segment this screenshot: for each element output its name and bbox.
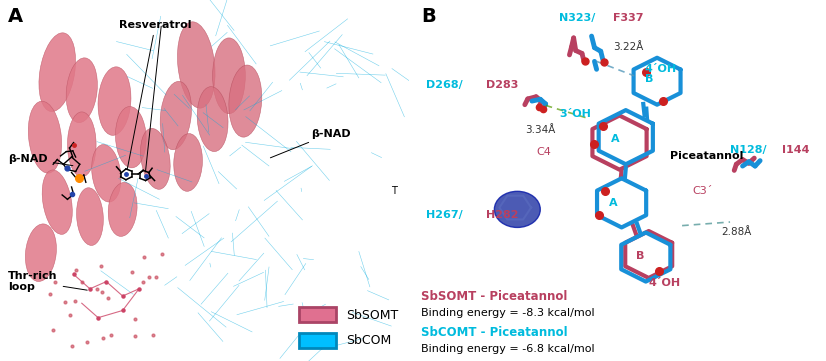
Text: SbSOMT - Piceatannol: SbSOMT - Piceatannol xyxy=(421,290,567,303)
Text: A: A xyxy=(611,134,620,144)
Text: A: A xyxy=(609,198,618,208)
Ellipse shape xyxy=(66,58,97,123)
Text: 3´OH: 3´OH xyxy=(559,109,591,119)
Ellipse shape xyxy=(229,65,262,137)
Text: N128/: N128/ xyxy=(730,145,767,155)
Ellipse shape xyxy=(28,101,62,173)
Ellipse shape xyxy=(42,170,73,234)
Text: Thr-rich
loop: Thr-rich loop xyxy=(8,271,88,292)
Text: B: B xyxy=(644,74,653,84)
Ellipse shape xyxy=(39,33,75,112)
Legend: SbSOMT, SbCOM: SbSOMT, SbCOM xyxy=(299,308,398,348)
Text: 2.88Å: 2.88Å xyxy=(722,227,752,237)
Text: 4´OH: 4´OH xyxy=(644,64,676,74)
Text: N323/: N323/ xyxy=(559,13,596,23)
Ellipse shape xyxy=(212,38,245,114)
Text: H282: H282 xyxy=(486,210,519,220)
Text: F337: F337 xyxy=(613,13,643,23)
Text: I144: I144 xyxy=(782,145,809,155)
Ellipse shape xyxy=(68,112,96,177)
Ellipse shape xyxy=(197,87,228,152)
Text: B: B xyxy=(421,7,436,26)
Ellipse shape xyxy=(98,67,131,135)
Text: 3.22Å: 3.22Å xyxy=(613,42,643,52)
Text: D283: D283 xyxy=(486,80,519,90)
Text: SbCOMT - Piceatannol: SbCOMT - Piceatannol xyxy=(421,326,568,339)
Ellipse shape xyxy=(173,134,202,191)
Text: 3.34Å: 3.34Å xyxy=(525,125,555,135)
Ellipse shape xyxy=(140,129,170,189)
Text: Piceatannol: Piceatannol xyxy=(670,151,743,161)
Text: Binding energy = -8.3 kcal/mol: Binding energy = -8.3 kcal/mol xyxy=(421,308,595,318)
Text: A: A xyxy=(8,7,23,26)
Text: β-NAD: β-NAD xyxy=(270,129,350,158)
Text: T: T xyxy=(391,186,396,196)
Ellipse shape xyxy=(92,144,121,202)
Text: C4: C4 xyxy=(536,147,551,157)
Text: H267/: H267/ xyxy=(425,210,463,220)
Text: Binding energy = -6.8 kcal/mol: Binding energy = -6.8 kcal/mol xyxy=(421,344,595,354)
Ellipse shape xyxy=(26,224,56,282)
Text: Resveratrol: Resveratrol xyxy=(119,20,192,169)
Text: β-NAD: β-NAD xyxy=(8,154,73,166)
Ellipse shape xyxy=(495,191,540,227)
Text: 4´OH: 4´OH xyxy=(648,278,681,288)
Ellipse shape xyxy=(116,106,146,168)
Ellipse shape xyxy=(178,22,215,108)
Text: D268/: D268/ xyxy=(425,80,463,90)
Ellipse shape xyxy=(160,81,192,150)
Text: C3´: C3´ xyxy=(692,186,713,196)
Ellipse shape xyxy=(108,182,137,236)
Text: B: B xyxy=(636,251,644,261)
Ellipse shape xyxy=(77,188,103,245)
